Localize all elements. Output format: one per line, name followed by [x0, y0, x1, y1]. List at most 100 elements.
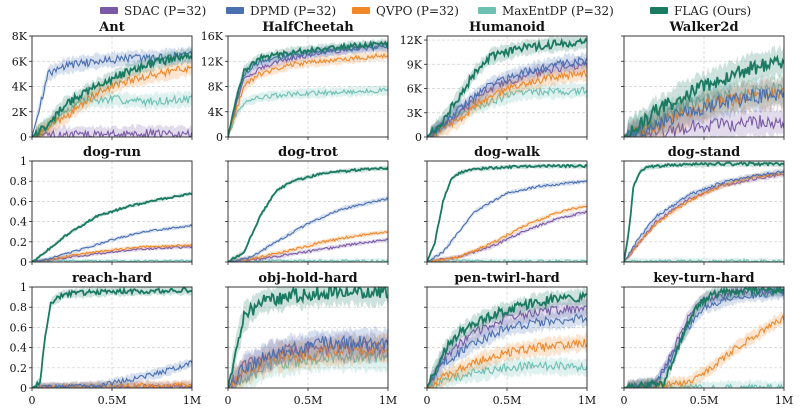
series-line-flag: [624, 54, 784, 137]
series-line-dpmd: [32, 50, 192, 137]
x-tick-label: 1M: [183, 394, 201, 407]
x-tick-label: 1M: [775, 394, 793, 407]
y-tick-label: 0: [20, 382, 27, 395]
series-line-flag: [32, 192, 192, 262]
series-line-qvpo: [427, 69, 587, 137]
x-tick-label: 0.5M: [690, 394, 719, 407]
series-band-dpmd: [427, 51, 587, 137]
series-line-maxentdp: [228, 86, 388, 137]
y-tick-label: 0.4: [10, 342, 28, 355]
legend-entry-2: QVPO (P=32): [352, 4, 459, 18]
series-line-maxentdp: [32, 94, 192, 137]
series-line-flag: [228, 39, 388, 137]
y-tick-label: 0.2: [10, 236, 28, 249]
series-line-flag: [427, 37, 587, 137]
series-band-qvpo: [427, 63, 587, 137]
x-tick-label: 0: [621, 394, 628, 407]
series-band-flag: [624, 287, 784, 388]
x-tick-label: 0.5M: [493, 394, 522, 407]
series-band-dpmd: [427, 307, 587, 388]
series-line-dpmd: [624, 88, 784, 137]
series-band-sdac: [624, 287, 784, 388]
y-tick-label: 0: [415, 131, 422, 144]
series-line-sdac: [228, 238, 388, 262]
panel-dog-run: 0 0.2 0.4 0.6 0.8 1 dog-run: [10, 145, 193, 269]
y-tick-label: 2K: [12, 106, 28, 119]
panel-title: reach-hard: [72, 271, 152, 286]
panel-title: pen-twirl-hard: [454, 271, 559, 286]
series-line-qvpo: [624, 171, 784, 262]
series-band-flag: [228, 287, 388, 388]
legend-entry-1: DPMD (P=32): [226, 4, 336, 18]
legend-swatch: [478, 7, 496, 14]
y-tick-label: 12K: [201, 55, 224, 68]
y-tick-label: 3K: [407, 107, 423, 120]
series-band-dpmd: [228, 326, 388, 388]
x-tick-label: 0: [29, 394, 36, 407]
series-band-flag: [32, 46, 192, 137]
series-line-qvpo: [228, 52, 388, 137]
x-tick-label: 1M: [379, 394, 397, 407]
series-line-flag: [624, 161, 784, 262]
x-tick-label: 0.5M: [98, 394, 127, 407]
series-band-sdac: [228, 39, 388, 137]
panel-Humanoid: 0 3K 6K 9K 12K Humanoid: [400, 20, 588, 144]
panel-title: dog-run: [83, 145, 142, 160]
series-band-qvpo: [32, 242, 192, 262]
legend-label: MaxEntDP (P=32): [502, 4, 614, 18]
series-line-dpmd: [427, 56, 587, 137]
series-line-sdac: [624, 115, 784, 137]
series-line-dpmd: [624, 170, 784, 262]
x-tick-label: 1M: [578, 394, 596, 407]
series-line-flag: [228, 287, 388, 388]
legend-entry-4: FLAG (Ours): [650, 4, 751, 18]
y-tick-label: 9K: [407, 58, 423, 71]
y-tick-label: 8K: [208, 81, 224, 94]
series-line-flag: [32, 287, 192, 388]
y-tick-label: 0: [216, 131, 223, 144]
series-band-dpmd: [624, 168, 784, 262]
series-line-qvpo: [32, 64, 192, 137]
x-tick-label: 0: [424, 394, 431, 407]
y-tick-label: 0.6: [10, 321, 28, 334]
series-band-dpmd: [32, 46, 192, 137]
y-tick-label: 8K: [12, 30, 28, 43]
panel-pen-twirl-hard: 0 0.5M 1M pen-twirl-hard: [424, 271, 597, 407]
panel-title: HalfCheetah: [262, 20, 354, 35]
y-tick-label: 4K: [208, 106, 224, 119]
legend-swatch: [352, 7, 370, 14]
series-band-maxentdp: [427, 355, 587, 388]
series-line-dpmd: [427, 179, 587, 262]
panel-title: Humanoid: [469, 20, 545, 35]
series-band-maxentdp: [228, 341, 388, 388]
legend-entry-3: MaxEntDP (P=32): [478, 4, 614, 18]
panel-title: key-turn-hard: [653, 271, 754, 286]
series-line-qvpo: [427, 338, 587, 388]
legend-label: FLAG (Ours): [674, 4, 751, 18]
panel-dog-trot: dog-trot: [225, 145, 389, 265]
series-line-flag: [427, 290, 587, 388]
panel-reach-hard: 0 0.2 0.4 0.6 0.8 1 0 0.5M 1M reach-hard: [10, 271, 202, 407]
panel-dog-walk: dog-walk: [424, 145, 588, 265]
legend: SDAC (P=32) DPMD (P=32) QVPO (P=32) MaxEntD…: [100, 4, 751, 18]
y-tick-label: 16K: [201, 30, 224, 43]
series-line-dpmd: [32, 360, 192, 388]
legend-entry-0: SDAC (P=32): [100, 4, 206, 18]
legend-label: SDAC (P=32): [124, 4, 206, 18]
panel-dog-stand: dog-stand: [621, 145, 785, 265]
x-tick-label: 0.5M: [294, 394, 323, 407]
series-line-maxentdp: [32, 259, 192, 262]
series-band-qvpo: [32, 59, 192, 137]
panel-title: dog-stand: [668, 145, 741, 160]
panel-obj-hold-hard: 0 0.5M 1M obj-hold-hard: [225, 271, 398, 407]
legend-swatch: [226, 7, 244, 14]
series-line-flag: [228, 166, 388, 262]
y-tick-label: 1: [20, 281, 27, 294]
panel-Ant: 0 2K 4K 6K 8K Ant: [12, 20, 193, 144]
series-band-qvpo: [427, 203, 587, 262]
series-band-maxentdp: [427, 81, 587, 137]
y-tick-label: 6K: [12, 55, 28, 68]
y-tick-label: 0.8: [10, 301, 28, 314]
series-band-maxentdp: [624, 257, 784, 262]
